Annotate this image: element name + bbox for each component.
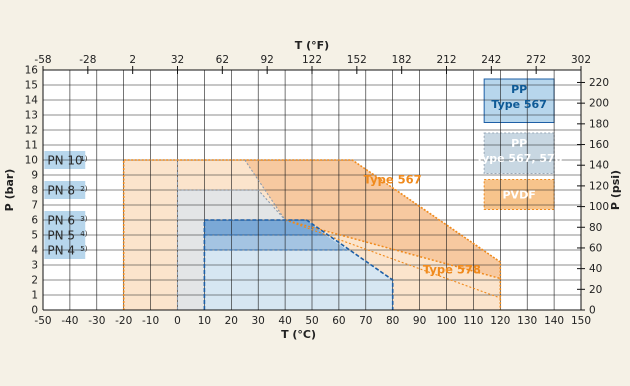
y-tick-label: 7 bbox=[31, 200, 38, 212]
legend-box bbox=[483, 179, 555, 210]
x-tick-label: 10 bbox=[198, 315, 211, 327]
pn-superscript: 1) bbox=[80, 155, 87, 163]
y2-axis-label: P (psi) bbox=[609, 170, 622, 210]
y-tick-label: 16 bbox=[25, 65, 39, 77]
y-tick-label: 12 bbox=[25, 125, 38, 137]
x-tick-label: -10 bbox=[142, 315, 159, 327]
legend-label: PVDF bbox=[503, 189, 536, 202]
pn-superscript: 4) bbox=[80, 230, 87, 238]
region-label: Type 567 bbox=[364, 173, 422, 187]
y-tick-label: 6 bbox=[31, 215, 38, 227]
x2-tick-label: 212 bbox=[436, 54, 456, 66]
x-tick-label: 0 bbox=[174, 315, 181, 327]
series-type-567-boundary bbox=[284, 219, 501, 280]
x2-tick-label: 62 bbox=[216, 54, 229, 66]
y2-tick-label: 40 bbox=[589, 263, 602, 275]
pn-label: PN 5 bbox=[47, 229, 75, 243]
y2-tick-label: 80 bbox=[589, 222, 602, 234]
y-tick-label: 2 bbox=[31, 275, 38, 287]
x2-tick-label: 122 bbox=[302, 54, 322, 66]
y-tick-label: 15 bbox=[25, 80, 38, 92]
legend-label: Type 567 bbox=[491, 98, 547, 111]
y-tick-label: 4 bbox=[31, 245, 38, 257]
x2-tick-label: 92 bbox=[260, 54, 273, 66]
x-tick-label: 130 bbox=[517, 315, 537, 327]
y2-tick-label: 220 bbox=[589, 77, 609, 89]
y2-tick-label: 100 bbox=[589, 201, 609, 213]
y2-tick-label: 20 bbox=[589, 284, 602, 296]
y-tick-label: 11 bbox=[25, 140, 38, 152]
y-tick-label: 3 bbox=[31, 260, 38, 272]
x-tick-label: 70 bbox=[359, 315, 372, 327]
pn-superscript: 3) bbox=[80, 215, 87, 223]
series-pn8 bbox=[177, 189, 286, 221]
y-tick-label: 13 bbox=[25, 110, 38, 122]
x2-axis-label: T (°F) bbox=[295, 39, 329, 52]
x-axis-label: T (°C) bbox=[281, 328, 316, 341]
x2-tick-label: 152 bbox=[347, 54, 367, 66]
y-tick-label: 0 bbox=[31, 305, 38, 317]
series-pp-pn10 bbox=[244, 159, 286, 221]
x-tick-label: 40 bbox=[278, 315, 291, 327]
pn-superscript: 2) bbox=[80, 185, 87, 193]
x-tick-label: -40 bbox=[61, 315, 78, 327]
x-tick-label: 30 bbox=[252, 315, 265, 327]
y2-tick-label: 60 bbox=[589, 242, 602, 254]
region-label: Type 578 bbox=[423, 263, 481, 277]
x-tick-label: 80 bbox=[386, 315, 399, 327]
y2-tick-label: 200 bbox=[589, 98, 609, 110]
legend-label: PP bbox=[511, 83, 527, 96]
legend-box bbox=[483, 132, 555, 174]
x-tick-label: 60 bbox=[332, 315, 345, 327]
region-type-567 bbox=[244, 160, 501, 279]
y2-tick-label: 180 bbox=[589, 118, 609, 130]
legend-label: PP bbox=[511, 137, 527, 150]
x-tick-label: -50 bbox=[34, 315, 51, 327]
y-tick-label: 14 bbox=[25, 95, 39, 107]
x2-tick-label: 272 bbox=[526, 54, 546, 66]
series-pvdf bbox=[122, 159, 502, 310]
y-tick-label: 8 bbox=[31, 185, 38, 197]
y2-tick-label: 160 bbox=[589, 139, 609, 151]
x-tick-label: 120 bbox=[490, 315, 510, 327]
x2-tick-label: -58 bbox=[34, 54, 51, 66]
y2-tick-label: 0 bbox=[589, 305, 596, 317]
y-tick-label: 9 bbox=[31, 170, 38, 182]
x2-tick-label: 32 bbox=[171, 54, 184, 66]
region-pn5 bbox=[204, 235, 347, 250]
x2-tick-label: 182 bbox=[392, 54, 412, 66]
pn-label: PN 8 bbox=[47, 184, 75, 198]
region-pn6 bbox=[204, 220, 326, 235]
legend-label: Type 567, 578 bbox=[476, 152, 562, 165]
x-tick-label: 20 bbox=[225, 315, 238, 327]
x-tick-label: 50 bbox=[305, 315, 318, 327]
pn-label: PN 6 bbox=[47, 214, 75, 228]
x-tick-label: 90 bbox=[413, 315, 426, 327]
y-tick-label: 10 bbox=[25, 155, 38, 167]
y-axis-label: P (bar) bbox=[3, 169, 16, 212]
y2-tick-label: 140 bbox=[589, 160, 609, 172]
x2-tick-label: 242 bbox=[481, 54, 501, 66]
x2-tick-label: 302 bbox=[571, 54, 591, 66]
y2-tick-label: 120 bbox=[589, 180, 609, 192]
x-tick-label: 110 bbox=[463, 315, 483, 327]
x2-tick-label: -28 bbox=[79, 54, 96, 66]
x2-tick-label: 2 bbox=[129, 54, 136, 66]
pn-superscript: 5) bbox=[80, 245, 87, 253]
pn-label: PN 4 bbox=[47, 244, 75, 258]
x-tick-label: -20 bbox=[115, 315, 132, 327]
y-tick-label: 5 bbox=[31, 230, 38, 242]
y-tick-label: 1 bbox=[31, 290, 38, 302]
x-tick-label: 150 bbox=[571, 315, 591, 327]
x-tick-label: 100 bbox=[436, 315, 456, 327]
x-tick-label: -30 bbox=[88, 315, 105, 327]
pn-label: PN 10 bbox=[47, 154, 82, 168]
x-tick-label: 140 bbox=[544, 315, 564, 327]
